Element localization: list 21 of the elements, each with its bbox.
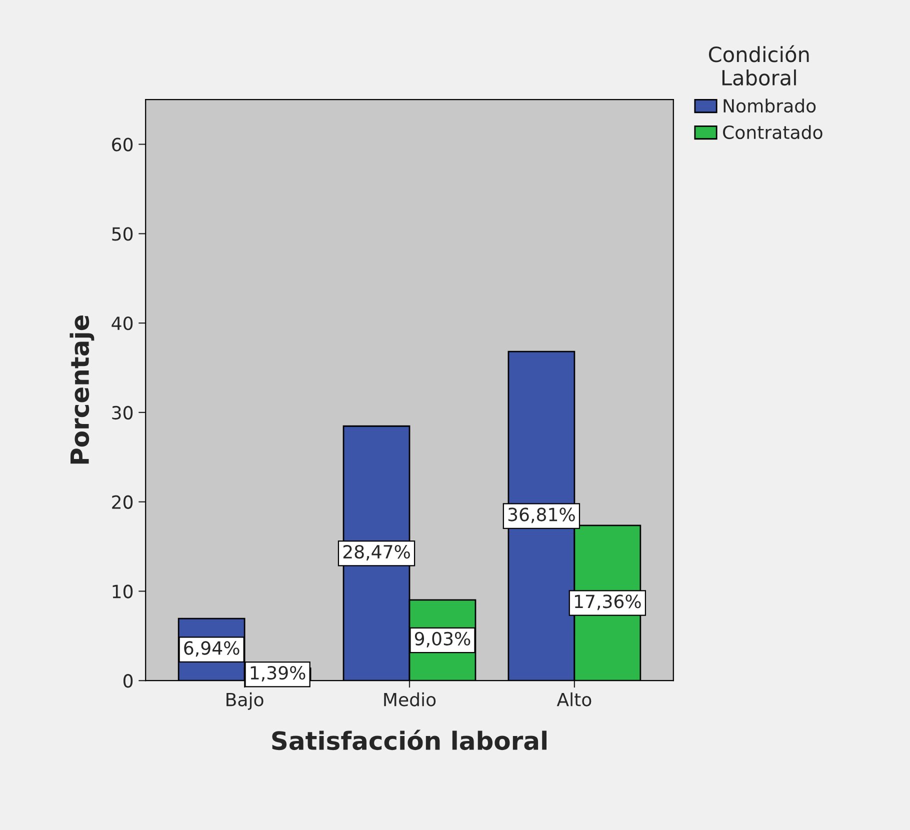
legend-label: Nombrado: [724, 98, 816, 113]
data-label: 1,39%: [250, 666, 306, 682]
data-label: 28,47%: [343, 544, 410, 560]
legend-title: Condición Laboral: [708, 45, 809, 86]
data-label: 17,36%: [574, 594, 641, 610]
y-tick-label: 10: [112, 584, 133, 598]
data-label: 36,81%: [508, 508, 575, 524]
x-tick-label: Alto: [556, 692, 592, 706]
y-tick-label: 20: [112, 495, 133, 509]
legend-label: Contratado: [723, 125, 822, 140]
x-axis-title: Satisfacción laboral: [272, 730, 546, 750]
y-tick-label: 30: [112, 406, 133, 420]
y-tick-label: 0: [123, 674, 133, 688]
y-tick-label: 50: [112, 227, 133, 241]
data-label: 9,03%: [414, 632, 470, 648]
data-label: 6,94%: [184, 641, 240, 657]
y-tick-label: 40: [112, 316, 133, 330]
x-tick-label: Bajo: [226, 692, 264, 710]
x-tick-label: Medio: [384, 692, 436, 706]
y-tick-label: 60: [112, 138, 133, 152]
y-axis-title: Porcentaje: [70, 315, 94, 464]
